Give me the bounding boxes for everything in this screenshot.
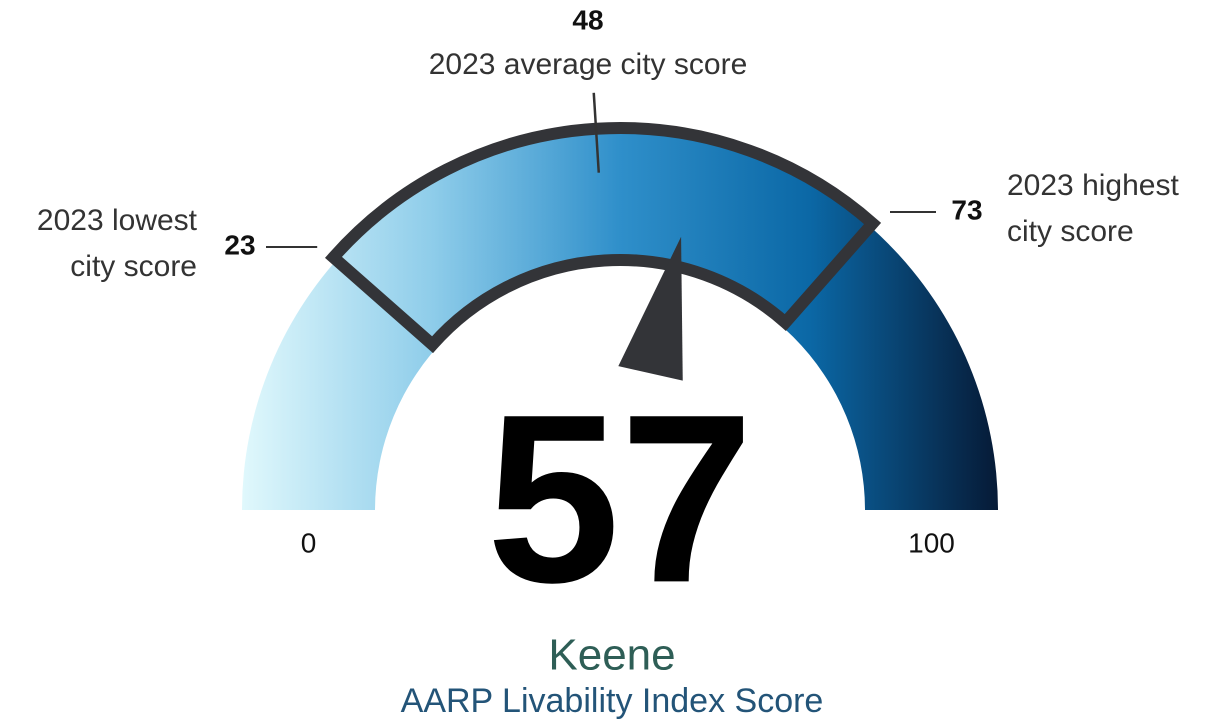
- marker-label: city score: [70, 250, 197, 283]
- gauge-value: 57: [487, 364, 754, 632]
- range-box: [324, 122, 882, 354]
- marker-value: 73: [951, 194, 982, 225]
- needle: [618, 236, 683, 381]
- marker-label: 2023 lowest: [37, 204, 198, 237]
- marker-label: 2023 average city score: [429, 48, 748, 81]
- subtitle: AARP Livability Index Score: [401, 682, 824, 720]
- marker-label: 2023 highest: [1007, 169, 1179, 202]
- gauge-tick-label: 100: [908, 527, 955, 558]
- marker-value: 23: [224, 229, 255, 260]
- gauge-band: [242, 132, 998, 510]
- marker-label: city score: [1007, 215, 1134, 248]
- city-name: Keene: [548, 631, 675, 680]
- average-tick: [592, 92, 601, 173]
- gauge-tick-label: 0: [301, 527, 317, 558]
- marker-value: 48: [572, 4, 603, 35]
